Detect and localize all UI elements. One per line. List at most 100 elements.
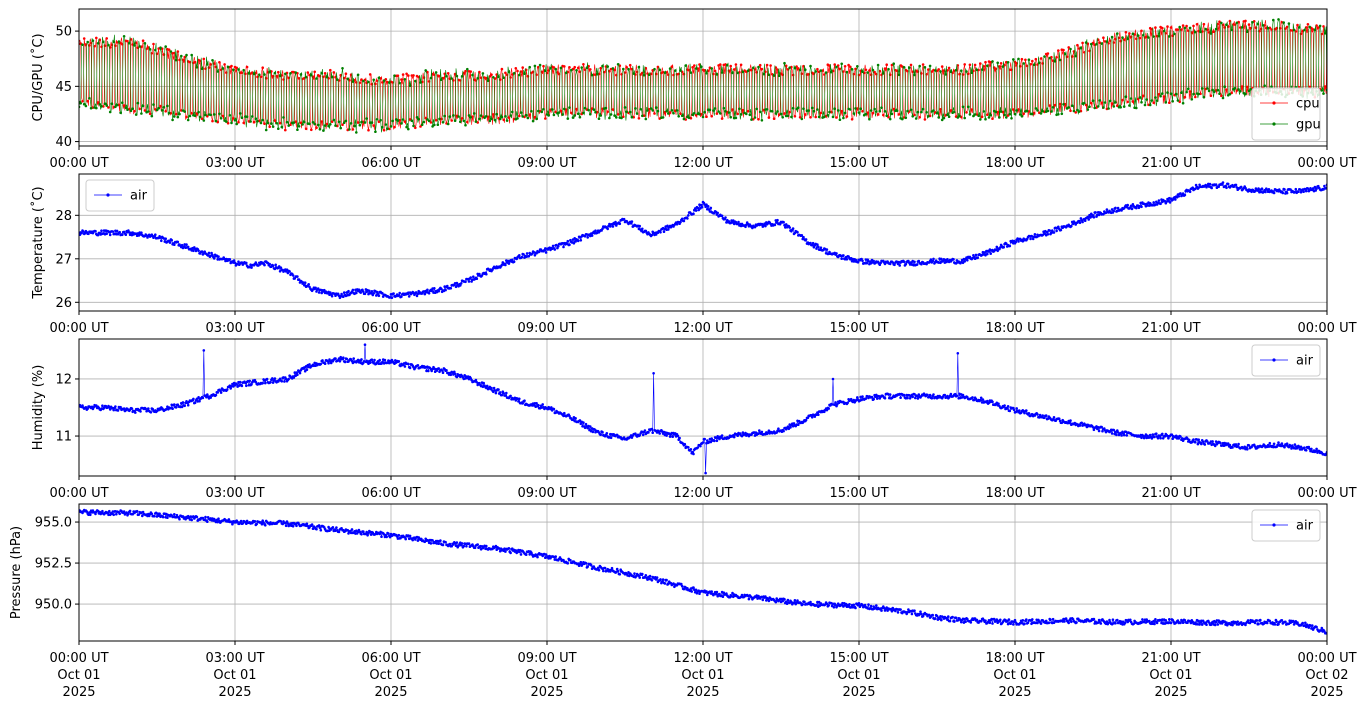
data-point — [849, 108, 852, 111]
data-point — [1058, 102, 1062, 106]
data-point — [143, 42, 147, 45]
data-point — [459, 282, 463, 285]
data-point — [186, 245, 190, 249]
data-point — [1053, 60, 1057, 63]
data-point — [166, 104, 169, 108]
data-point — [931, 259, 934, 263]
legend: air — [85, 179, 155, 212]
data-point — [1304, 189, 1308, 193]
data-point — [890, 63, 894, 67]
data-point — [509, 114, 512, 117]
data-point — [1307, 445, 1311, 449]
data-point — [1296, 446, 1299, 450]
data-point — [1157, 34, 1161, 38]
data-point — [291, 525, 295, 528]
data-point — [1247, 89, 1251, 93]
data-point — [401, 73, 405, 76]
data-point — [472, 112, 476, 115]
data-point — [949, 70, 953, 73]
data-point — [279, 266, 283, 270]
data-point — [700, 203, 703, 207]
data-point — [1110, 102, 1114, 105]
data-point — [1155, 432, 1158, 436]
data-point — [1191, 186, 1194, 189]
data-point — [913, 73, 916, 77]
data-point — [857, 111, 861, 114]
data-point — [504, 550, 507, 553]
data-point — [960, 69, 963, 72]
data-point — [241, 522, 245, 525]
data-point — [95, 106, 98, 110]
data-point — [431, 125, 434, 128]
data-point — [405, 125, 408, 129]
data-point — [214, 119, 218, 123]
data-point — [287, 377, 291, 381]
data-point — [298, 371, 302, 375]
data-point — [441, 121, 445, 124]
data-point — [408, 84, 412, 87]
data-point — [405, 72, 408, 76]
data-point — [396, 74, 400, 77]
data-point — [185, 115, 188, 119]
data-point — [1234, 183, 1238, 187]
data-point — [1218, 92, 1221, 95]
data-point — [1062, 48, 1065, 52]
data-point — [689, 71, 693, 74]
data-point — [898, 264, 901, 267]
data-point — [1017, 240, 1020, 243]
data-point — [504, 394, 507, 397]
data-point — [282, 116, 285, 119]
data-point — [670, 109, 674, 112]
data-point — [737, 220, 740, 224]
data-point — [559, 66, 563, 70]
data-point — [1237, 442, 1240, 446]
data-point — [1235, 21, 1239, 25]
data-point — [407, 74, 410, 77]
data-point — [573, 114, 576, 117]
data-point — [408, 366, 412, 370]
data-point — [201, 396, 205, 400]
data-point — [372, 78, 376, 82]
data-point — [1225, 186, 1228, 190]
data-point — [122, 35, 126, 38]
data-point — [261, 381, 265, 385]
data-point — [812, 109, 816, 113]
data-point — [1014, 240, 1018, 244]
y-axis-label: Humidity (%) — [31, 365, 46, 451]
data-point — [646, 109, 649, 112]
data-point — [814, 115, 817, 119]
data-point — [1034, 107, 1038, 110]
data-point — [1152, 201, 1155, 204]
data-point — [1310, 447, 1313, 451]
data-point — [1194, 30, 1197, 34]
data-point — [554, 67, 557, 71]
data-point — [788, 110, 791, 114]
data-point — [680, 114, 684, 118]
data-point — [117, 40, 121, 43]
data-point — [876, 113, 880, 116]
data-point — [833, 107, 836, 110]
y-tick-label: 50 — [55, 25, 72, 40]
data-point — [659, 231, 662, 234]
data-point — [1151, 433, 1155, 436]
y-tick-label: 11 — [55, 430, 72, 445]
data-point — [1010, 117, 1013, 120]
data-point — [1079, 217, 1083, 220]
data-point — [259, 75, 263, 79]
data-point — [445, 74, 448, 78]
data-point — [121, 233, 124, 237]
data-point — [797, 423, 800, 427]
data-point — [1048, 229, 1051, 232]
data-point — [85, 510, 89, 513]
data-point — [313, 122, 317, 126]
data-point — [115, 229, 119, 233]
data-point — [1166, 25, 1169, 28]
data-point — [101, 509, 104, 513]
data-point — [271, 377, 274, 380]
data-point — [351, 288, 355, 292]
data-point — [206, 63, 209, 66]
data-point — [544, 117, 547, 120]
data-point — [448, 542, 452, 546]
data-point — [563, 411, 566, 415]
data-point — [999, 110, 1003, 113]
